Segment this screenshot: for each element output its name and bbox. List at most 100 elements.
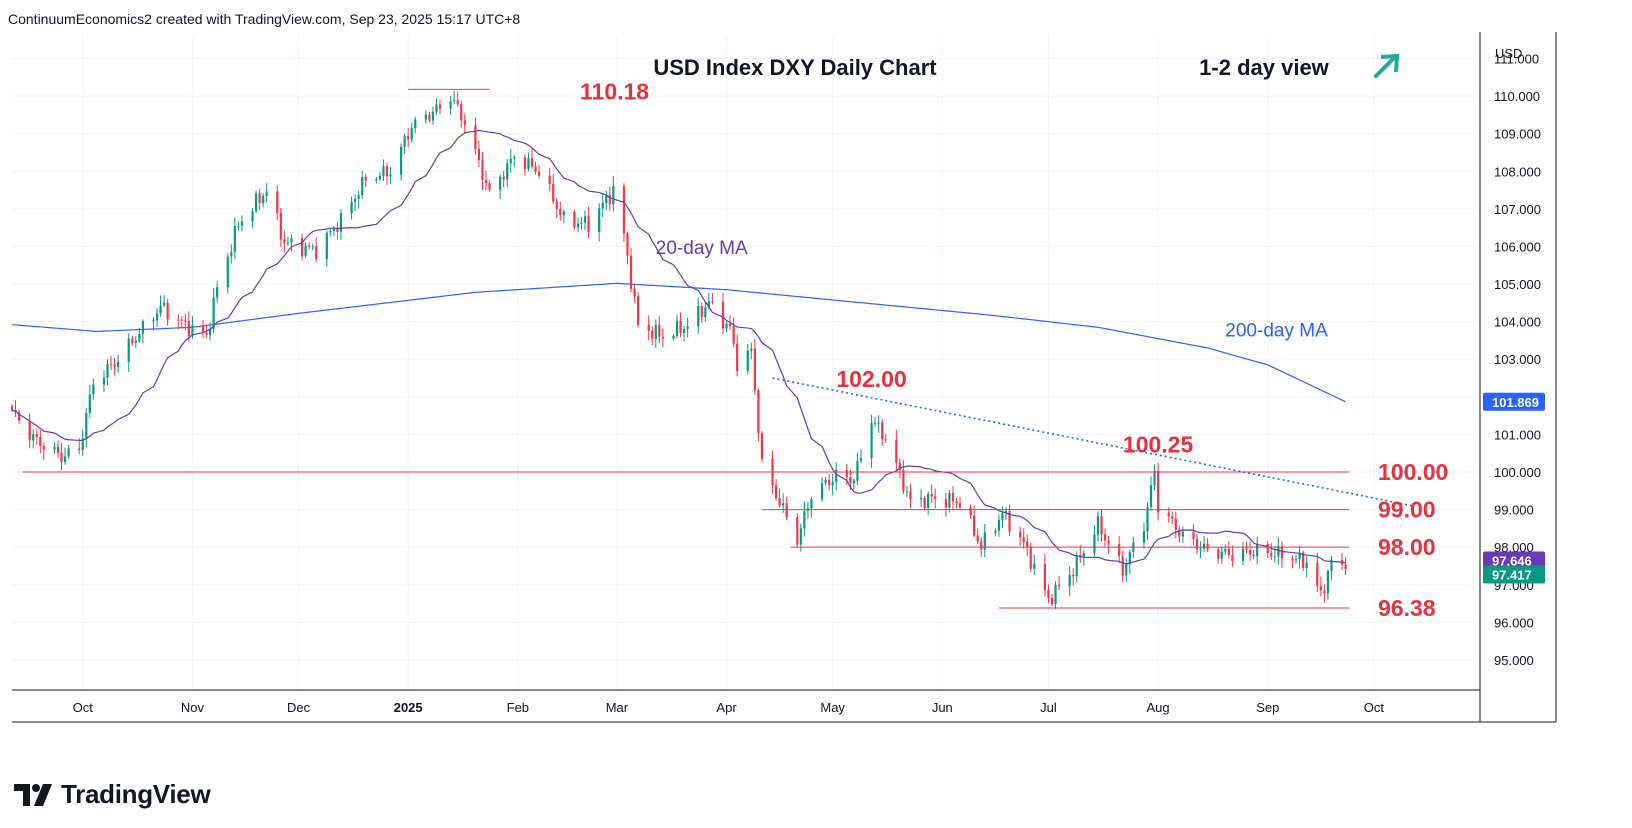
candle-body <box>364 176 367 181</box>
y-tick-label: 105.000 <box>1494 277 1541 292</box>
candle-body <box>141 321 144 334</box>
candle-body <box>675 321 679 336</box>
candle-body <box>661 336 664 339</box>
candle-body <box>728 323 732 327</box>
price-tag-label: 101.869 <box>1492 395 1539 410</box>
candle-body <box>251 211 254 222</box>
candle-body <box>216 287 219 298</box>
candle-body <box>605 194 608 203</box>
candle-body <box>254 193 258 212</box>
candle-body <box>113 364 116 367</box>
candle-body <box>453 100 456 102</box>
candle-body <box>1174 518 1177 530</box>
candle-body <box>375 179 378 181</box>
candle-body <box>1153 470 1156 486</box>
candle-body <box>601 202 604 209</box>
candle-body <box>67 448 70 457</box>
candle-body <box>612 186 615 205</box>
ma20-line-group <box>11 129 1346 565</box>
candle-body <box>1026 541 1029 547</box>
candle-body <box>785 503 788 518</box>
candle-body <box>1326 571 1329 594</box>
candle-body <box>757 390 760 434</box>
candle-body <box>163 302 166 306</box>
candle-body <box>237 225 240 227</box>
candle-body <box>1195 538 1199 550</box>
candle-body <box>1157 470 1160 513</box>
candle-body <box>106 363 109 378</box>
candle-body <box>856 460 859 481</box>
candle-body <box>32 434 35 441</box>
candle-body <box>279 213 282 240</box>
level-label: 100.00 <box>1378 459 1448 485</box>
candle-body <box>361 176 364 196</box>
y-tick-label: 111.000 <box>1494 52 1539 67</box>
candle-body <box>552 183 555 202</box>
candle-body <box>902 470 905 492</box>
candle-body <box>803 511 806 529</box>
candle-body <box>700 306 703 318</box>
candle-body <box>1118 544 1121 557</box>
candle-body <box>980 541 983 550</box>
candle-body <box>1270 553 1273 557</box>
price-tag-label: 97.417 <box>1492 567 1532 582</box>
candle-body <box>796 517 799 545</box>
candle-body <box>187 321 190 337</box>
candle-body <box>134 340 137 344</box>
candle-body <box>1171 516 1174 519</box>
candle-body <box>958 503 962 508</box>
candle-body <box>1121 556 1124 576</box>
candle-body <box>1128 552 1131 565</box>
candle-body <box>923 497 926 508</box>
candle-body <box>1199 548 1202 550</box>
candle-body <box>1217 549 1220 559</box>
candle-body <box>509 158 512 164</box>
candle-body <box>994 530 997 533</box>
candle-body <box>750 348 753 351</box>
candle-body <box>983 532 986 550</box>
candle-body <box>474 125 477 150</box>
candle-body <box>152 320 155 322</box>
candle-body <box>389 174 392 177</box>
candle-body <box>859 458 863 461</box>
y-tick-label: 108.000 <box>1494 164 1541 179</box>
candle-body <box>760 433 764 459</box>
price-scale[interactable]: 95.00096.00097.00098.00099.000100.000101… <box>1483 46 1545 668</box>
x-tick-label: May <box>820 700 845 715</box>
candle-body <box>1167 512 1170 517</box>
candle-body <box>997 519 1001 531</box>
currency-label: USD <box>1495 46 1522 61</box>
candle-body <box>233 225 236 253</box>
y-tick-label: 100.000 <box>1494 465 1541 480</box>
candle-body <box>311 246 314 248</box>
candle-body <box>1001 513 1004 520</box>
candle-body <box>1291 558 1294 561</box>
candle-body <box>927 494 930 508</box>
candle-body <box>438 104 442 109</box>
candle-body <box>1029 546 1032 569</box>
candle-body <box>1245 548 1248 551</box>
candle-body <box>1057 584 1061 586</box>
candle-body <box>944 498 947 508</box>
candle-body <box>357 195 360 199</box>
candle-body <box>513 157 516 159</box>
up-right-arrow-icon <box>1374 53 1400 78</box>
candle-body <box>1273 556 1276 558</box>
candle-body <box>1344 564 1347 570</box>
candle-body <box>622 186 626 234</box>
y-tick-label: 101.000 <box>1494 427 1541 442</box>
candle-body <box>435 104 438 112</box>
candle-body <box>555 201 558 209</box>
candle-body <box>117 361 120 367</box>
x-tick-label: Nov <box>181 700 205 715</box>
candle-body <box>654 324 657 339</box>
ma20-line <box>11 129 1346 565</box>
candle-body <box>835 469 838 482</box>
x-tick-label: Jun <box>932 700 953 715</box>
candle-body <box>1277 546 1280 557</box>
candle-body <box>336 228 339 232</box>
time-scale[interactable]: Oct Nov Dec 2025 Feb Mar Apr May Jun Jul Aug Sep Oct <box>73 700 1385 715</box>
candle-body <box>1206 543 1209 550</box>
candle-body <box>877 422 880 424</box>
